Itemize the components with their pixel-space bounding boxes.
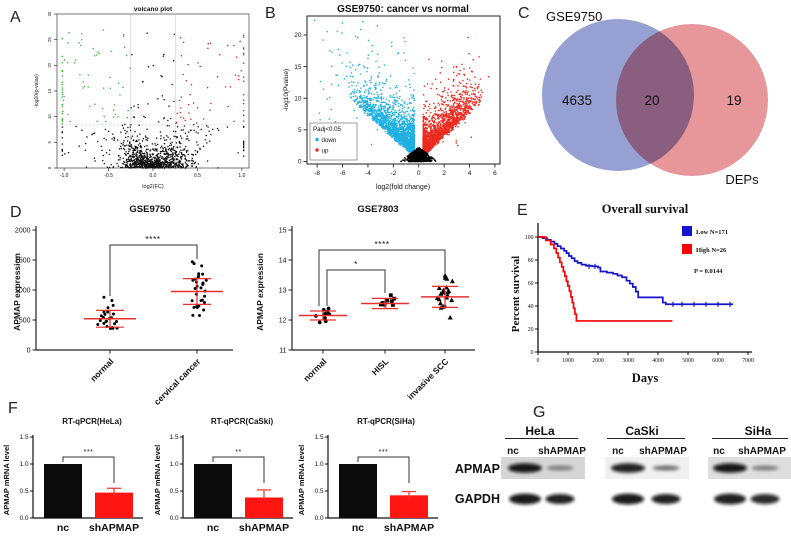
svg-text:0.5: 0.5: [194, 173, 201, 179]
venn-right-count: 19: [726, 93, 741, 108]
svg-text:0.0: 0.0: [150, 173, 157, 179]
svg-text:5: 5: [298, 127, 302, 134]
qpcr-siha-title: RT-qPCR(SiHa): [357, 417, 415, 426]
panel-a-xlabel: log2(FC): [142, 184, 164, 190]
panel-b-xlabel: log2(fold change): [376, 184, 430, 191]
svg-text:-2: -2: [390, 170, 396, 177]
blot-hela-lane-nc: nc: [507, 446, 519, 457]
svg-text:0: 0: [298, 159, 302, 166]
gse7803-ylabel: APMAP expression: [255, 253, 265, 331]
svg-text:-4: -4: [365, 170, 371, 177]
svg-text:20: 20: [47, 62, 52, 67]
legend-high-label: High N=26: [696, 247, 727, 254]
qpcr-caski-title: RT-qPCR(CaSki): [211, 417, 274, 426]
svg-text:20: 20: [294, 32, 302, 39]
survival-title: Overall survival: [602, 202, 689, 216]
svg-text:25: 25: [47, 37, 52, 42]
svg-text:6: 6: [493, 170, 497, 177]
svg-text:10: 10: [294, 95, 302, 102]
gse7803-dotplot-title: GSE7803: [357, 204, 398, 215]
svg-text:2: 2: [442, 170, 446, 177]
panel-a-letter: A: [10, 9, 21, 26]
panel-c-letter: C: [518, 5, 530, 22]
blot-bands: [501, 438, 791, 505]
svg-text:15: 15: [47, 88, 52, 93]
panel-f-qpcr-bars: 0.00.51.01.5nc shAPMAP***0.00.51.01.5nc sh…: [2, 400, 438, 534]
survival-pvalue: P = 0.0144: [694, 268, 723, 275]
panel-a-ylabel: -log10(p-value): [34, 74, 40, 108]
venn-left-count: 4635: [562, 93, 592, 108]
blot-group-hela-label: HeLa: [525, 424, 555, 438]
blot-row-gapdh-label: GAPDH: [455, 492, 500, 506]
svg-text:0: 0: [47, 166, 52, 169]
svg-text:10: 10: [47, 114, 52, 119]
svg-text:0: 0: [417, 170, 421, 177]
panel-b-title: GSE9750: cancer vs normal: [337, 4, 469, 15]
panel-g-letter: G: [533, 404, 545, 421]
svg-text:-0.5: -0.5: [104, 173, 113, 179]
blot-siha-lane-sh: shAPMAP: [738, 446, 786, 457]
gse9750-ylabel: APMAP expression: [12, 253, 22, 331]
svg-text:-8: -8: [314, 170, 320, 177]
panel-c-venn: C GSE9750 4635 20 19 DEPs: [518, 5, 768, 187]
blot-siha-lane-nc: nc: [713, 446, 725, 457]
svg-text:15: 15: [294, 64, 302, 71]
blot-group-siha-label: SiHa: [745, 424, 772, 438]
blot-hela-lane-sh: shAPMAP: [538, 446, 586, 457]
panel-a-title: volcano plot: [134, 6, 173, 13]
qpcr-siha-ylabel: APMAP mRNA level: [297, 445, 306, 515]
gse9750-dotplot-title: GSE9750: [129, 204, 170, 215]
panel-e-letter: E: [517, 202, 528, 219]
panel-g-western-blots: G HeLa CaSki SiHa nc shAPMAP nc shAPMAP …: [455, 404, 791, 506]
legend-low-label: Low N=171: [696, 229, 728, 236]
panel-a-volcano: -1.0 -0.5 0.0 0.5 1.0 0 5 10 15 20 25 30 A volcano …: [10, 6, 250, 190]
svg-text:1.0: 1.0: [238, 173, 245, 179]
svg-text:-6: -6: [340, 170, 346, 177]
qpcr-hela-ylabel: APMAP mRNA level: [2, 445, 11, 515]
blot-row-apmap-label: APMAP: [455, 462, 500, 476]
svg-text:30: 30: [47, 11, 52, 16]
venn-right-set-label: DEPs: [725, 172, 759, 187]
blot-caski-lane-sh: shAPMAP: [639, 446, 687, 457]
panel-f-letter: F: [8, 400, 18, 417]
survival-ylabel: Percent survival: [510, 256, 522, 332]
panel-d-letter: D: [10, 204, 22, 221]
venn-left-set-label: GSE9750: [546, 9, 602, 24]
svg-text:5: 5: [47, 141, 52, 144]
svg-text:4: 4: [468, 170, 472, 177]
panel-a-plot: -1.0 -0.5 0.0 0.5 1.0 0 5 10 15 20 25 30: [47, 11, 250, 179]
panel-f-plots: 0.00.51.01.5nc shAPMAP***0.00.51.01.5nc sh…: [20, 434, 438, 534]
blot-caski-lane-nc: nc: [612, 446, 624, 457]
venn-overlap-count: 20: [644, 93, 659, 108]
qpcr-caski-ylabel: APMAP mRNA level: [153, 445, 162, 515]
panel-b-ylabel: -log10(Pvalue): [283, 69, 290, 111]
svg-text:-1.0: -1.0: [60, 173, 69, 179]
survival-xlabel: Days: [632, 371, 659, 385]
qpcr-hela-title: RT-qPCR(HeLa): [62, 417, 122, 426]
venn-circles: [542, 19, 768, 176]
blot-group-caski-label: CaSki: [625, 424, 658, 438]
panel-b-letter: B: [265, 5, 276, 22]
